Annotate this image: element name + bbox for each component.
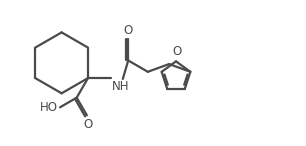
Text: HO: HO (40, 101, 58, 114)
Text: NH: NH (112, 80, 129, 93)
Text: O: O (173, 45, 182, 58)
Text: O: O (84, 118, 93, 131)
Text: O: O (124, 24, 133, 37)
